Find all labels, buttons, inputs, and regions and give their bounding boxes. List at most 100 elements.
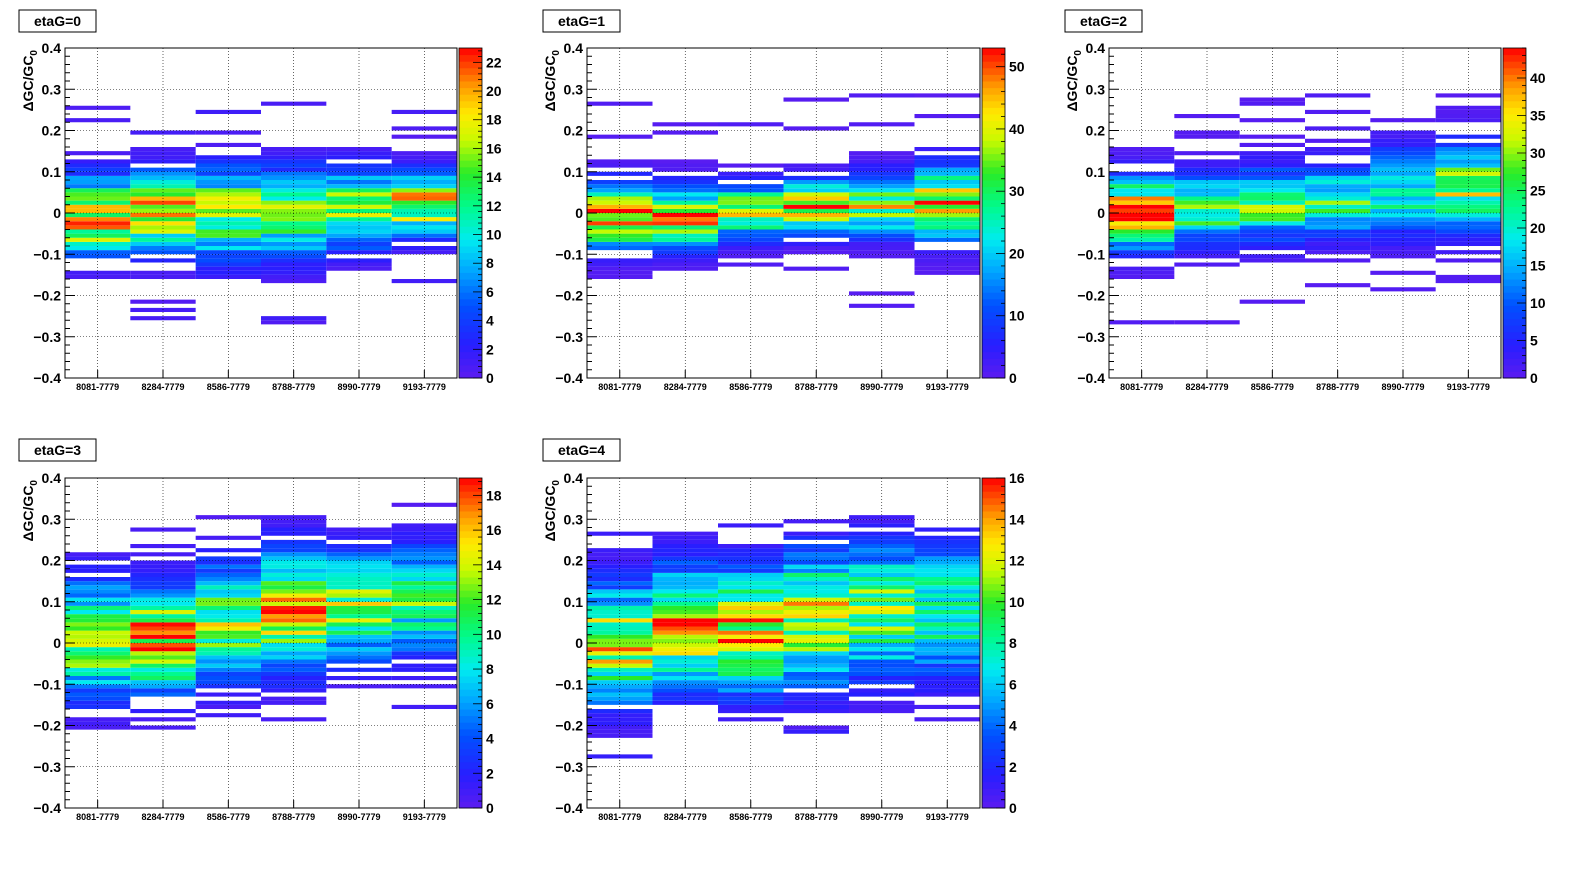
x-tick-label: 8788-7779 bbox=[795, 812, 838, 822]
heatmap-bin bbox=[718, 601, 784, 606]
heatmap-bin bbox=[914, 254, 980, 259]
heatmap-bin bbox=[261, 684, 327, 689]
heatmap-bin bbox=[130, 663, 196, 668]
heatmap-bin bbox=[718, 523, 784, 528]
heatmap-bin bbox=[391, 531, 457, 536]
x-tick-label: 8788-7779 bbox=[272, 382, 315, 392]
heatmap-bin bbox=[587, 568, 653, 573]
heatmap-bin bbox=[1435, 171, 1501, 176]
heatmap-bin bbox=[326, 556, 392, 561]
heatmap-bin bbox=[1109, 155, 1175, 160]
heatmap-bin bbox=[587, 622, 653, 627]
heatmap-bin bbox=[326, 676, 392, 681]
svg-text:etaG=0: etaG=0 bbox=[34, 13, 81, 29]
heatmap-bin bbox=[783, 597, 849, 602]
heatmap-bin bbox=[849, 188, 915, 193]
heatmap-bin bbox=[261, 630, 327, 635]
heatmap-bin bbox=[783, 200, 849, 205]
heatmap-bin bbox=[652, 676, 718, 681]
heatmap-bin bbox=[1174, 180, 1240, 185]
heatmap-bin bbox=[130, 544, 196, 549]
heatmap-bin bbox=[783, 535, 849, 540]
y-tick-label: −0.4 bbox=[33, 800, 61, 816]
heatmap-bin bbox=[65, 618, 131, 623]
y-tick-label: −0.4 bbox=[1077, 370, 1105, 386]
color-bar: 0 2 4 6 8 10 12 14 16 18 bbox=[458, 477, 502, 816]
heatmap-bin bbox=[1370, 167, 1436, 172]
y-tick-label: 0.3 bbox=[42, 511, 62, 527]
heatmap-bin bbox=[783, 684, 849, 689]
heatmap-bin bbox=[391, 552, 457, 557]
heatmap-bin bbox=[130, 147, 196, 152]
heatmap-bin bbox=[1435, 279, 1501, 284]
heatmap-bin bbox=[783, 180, 849, 185]
heatmap-bin bbox=[1305, 258, 1371, 263]
heatmap-bin bbox=[849, 556, 915, 561]
z-tick-label: 12 bbox=[486, 592, 502, 608]
heatmap-bin bbox=[849, 200, 915, 205]
heatmap-bin bbox=[130, 622, 196, 627]
heatmap-bin bbox=[783, 213, 849, 218]
heatmap-bin bbox=[1435, 233, 1501, 238]
grid-lines bbox=[1109, 48, 1501, 378]
heatmap-bin bbox=[195, 564, 261, 569]
heatmap-bin bbox=[652, 266, 718, 271]
heatmap-bin bbox=[391, 523, 457, 528]
z-tick-label: 2 bbox=[1009, 759, 1017, 775]
panel-title: etaG=1 bbox=[542, 9, 621, 33]
heatmap-bin bbox=[849, 254, 915, 259]
heatmap-bin bbox=[718, 663, 784, 668]
heatmap-bin bbox=[65, 700, 131, 705]
heatmap-bin bbox=[1305, 213, 1371, 218]
heatmap-bin bbox=[587, 676, 653, 681]
y-tick-label: −0.3 bbox=[33, 329, 61, 345]
heatmap-bin bbox=[652, 655, 718, 660]
heatmap-bin bbox=[1435, 93, 1501, 98]
heatmap-bin bbox=[783, 618, 849, 623]
heatmap-bin bbox=[130, 225, 196, 230]
y-tick-label: 0.2 bbox=[42, 123, 62, 139]
heatmap-bin bbox=[261, 147, 327, 152]
heatmap-bin bbox=[261, 200, 327, 205]
y-tick-label: −0.2 bbox=[33, 718, 61, 734]
heatmap-bin bbox=[261, 258, 327, 263]
heatmap-bin bbox=[587, 754, 653, 759]
heatmap-bin bbox=[652, 667, 718, 672]
y-tick-label: 0.3 bbox=[564, 81, 584, 97]
heatmap-bin bbox=[195, 233, 261, 238]
heatmap-bin bbox=[652, 651, 718, 656]
heatmap-bin bbox=[1305, 192, 1371, 197]
heatmap-bin bbox=[914, 610, 980, 615]
heatmap-bin bbox=[195, 676, 261, 681]
heatmap-bin bbox=[65, 667, 131, 672]
heatmap-bin bbox=[652, 531, 718, 536]
heatmap-bin bbox=[1305, 237, 1371, 242]
heatmap-bin bbox=[261, 180, 327, 185]
heatmap-bin bbox=[587, 601, 653, 606]
heatmap-bin bbox=[652, 544, 718, 549]
heatmap-panel: etaG=4 −0.4 −0.3 −0.2 −0.1 0 0.1 0.2 0.3 0.4ΔGC/G… bbox=[542, 438, 1025, 822]
heatmap-bin bbox=[261, 651, 327, 656]
heatmap-bin bbox=[783, 204, 849, 209]
heatmap-bin bbox=[391, 225, 457, 230]
heatmap-bin bbox=[1174, 159, 1240, 164]
heatmap-bin bbox=[1370, 270, 1436, 275]
heatmap-bin bbox=[195, 597, 261, 602]
heatmap-bin bbox=[783, 651, 849, 656]
heatmap-bin bbox=[65, 204, 131, 209]
heatmap-bin bbox=[587, 729, 653, 734]
heatmap-bin bbox=[849, 246, 915, 251]
heatmap-bin bbox=[130, 577, 196, 582]
heatmap-bin bbox=[261, 254, 327, 259]
heatmap-bin bbox=[1109, 159, 1175, 164]
heatmap-bin bbox=[587, 246, 653, 251]
heatmap-bin bbox=[195, 568, 261, 573]
z-tick-label: 35 bbox=[1530, 108, 1546, 124]
z-tick-label: 40 bbox=[1009, 121, 1025, 137]
heatmap-bin bbox=[718, 568, 784, 573]
heatmap-bin bbox=[849, 291, 915, 296]
heatmap-bin bbox=[783, 585, 849, 590]
heatmap-bin bbox=[130, 655, 196, 660]
heatmap-bin bbox=[65, 630, 131, 635]
heatmap-bin bbox=[1435, 155, 1501, 160]
